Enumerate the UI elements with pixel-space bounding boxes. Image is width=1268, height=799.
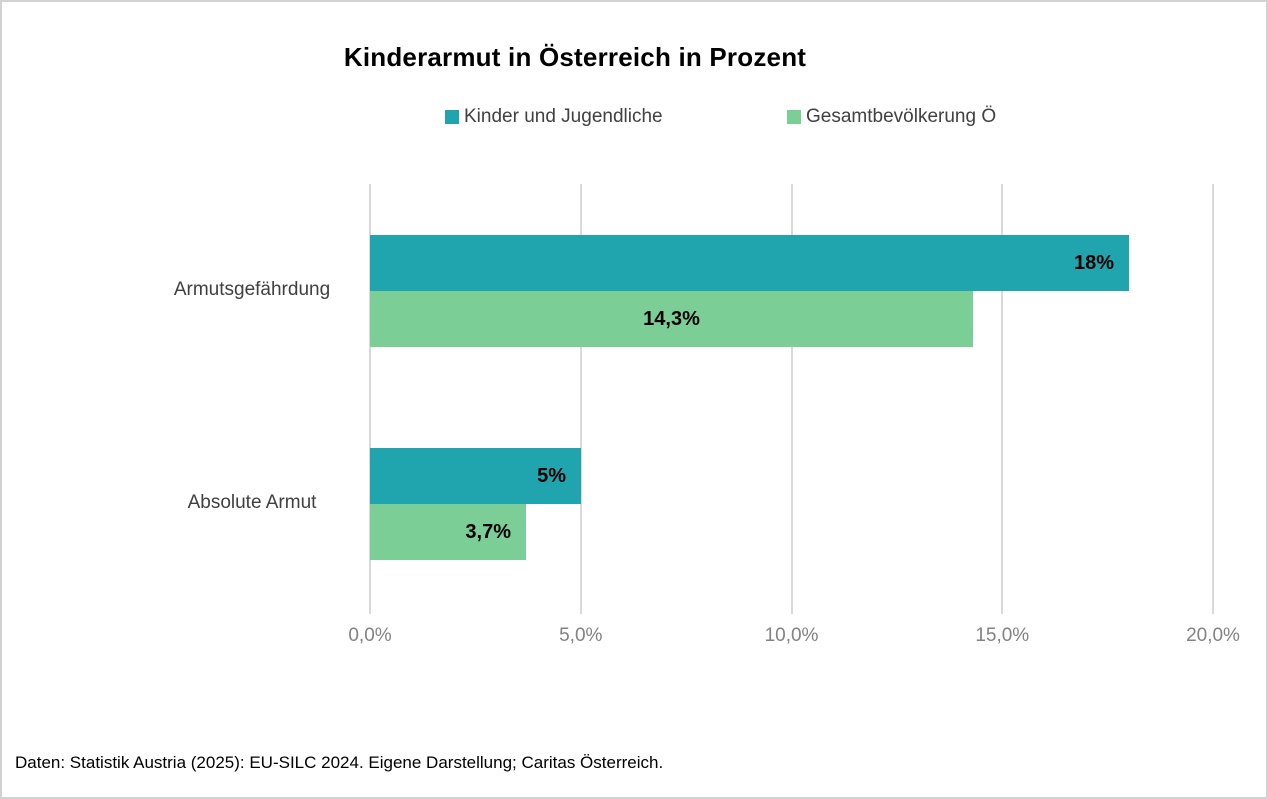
gridline — [790, 184, 793, 614]
bar-value-label: 18% — [1073, 252, 1114, 274]
legend-label: Kinder und Jugendliche — [464, 106, 663, 127]
bar — [370, 448, 581, 504]
legend-item: Kinder und Jugendliche — [445, 106, 663, 128]
gridline — [579, 184, 582, 614]
gridline — [1001, 184, 1004, 614]
bar-value-label: 3,7% — [465, 521, 511, 543]
x-tick-label: 10,0% — [764, 625, 819, 646]
gridline — [1212, 184, 1214, 614]
bar — [370, 235, 1129, 291]
legend-item: Gesamtbevölkerung Ö — [787, 106, 996, 128]
source-note: Daten: Statistik Austria (2025): EU-SILC… — [15, 753, 664, 772]
legend-swatch-icon — [445, 110, 459, 124]
x-tick-label: 5,0% — [559, 625, 603, 646]
x-tick-label: 20,0% — [1186, 625, 1240, 646]
bar — [370, 291, 973, 347]
category-label: Armutsgefährdung — [173, 279, 331, 300]
bar-value-label: 14,3% — [643, 308, 700, 330]
bar-value-label: 5% — [537, 465, 566, 487]
x-tick-label: 0,0% — [348, 625, 392, 646]
chart-title: Kinderarmut in Österreich in Prozent — [343, 42, 807, 72]
bar — [370, 504, 526, 560]
legend-swatch-icon — [787, 110, 801, 124]
x-tick-label: 15,0% — [975, 625, 1030, 646]
category-label: Absolute Armut — [187, 492, 317, 513]
legend-label: Gesamtbevölkerung Ö — [806, 106, 997, 127]
gridline — [369, 184, 371, 614]
